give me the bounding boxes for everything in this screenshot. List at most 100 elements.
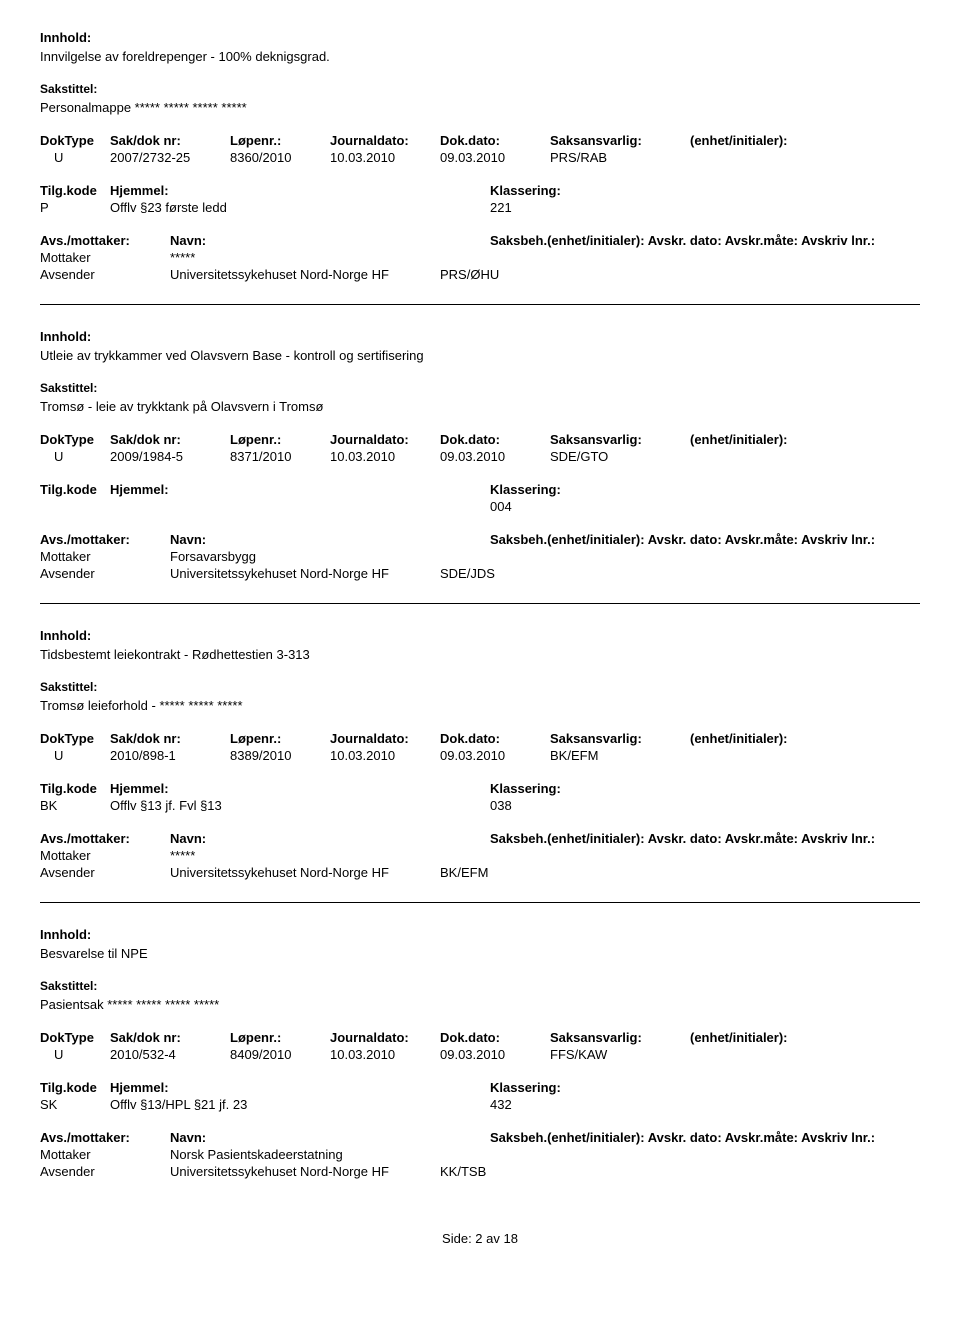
hdr-lopenr: Løpenr.: bbox=[230, 133, 330, 148]
val-klassering: 221 bbox=[490, 200, 690, 215]
hdr-klassering: Klassering: bbox=[490, 183, 690, 198]
hdr-saksansvarlig: Saksansvarlig: bbox=[550, 731, 690, 746]
sakstittel-text: Tromsø - leie av trykktank på Olavsvern … bbox=[40, 399, 920, 414]
hdr-sakdok: Sak/dok nr: bbox=[110, 1030, 230, 1045]
hdr-hjemmel: Hjemmel: bbox=[110, 1080, 490, 1095]
val-enhet bbox=[690, 748, 860, 763]
journal-record: Innhold: Besvarelse til NPE Sakstittel: … bbox=[40, 927, 920, 1201]
hdr-saksbeh: Saksbeh.(enhet/initialer): Avskr. dato: … bbox=[490, 532, 920, 547]
role-mottaker: Mottaker bbox=[40, 549, 170, 564]
mottaker-row: Mottaker Forsavarsbygg bbox=[40, 549, 920, 564]
val-journaldato: 10.03.2010 bbox=[330, 748, 440, 763]
innhold-label: Innhold: bbox=[40, 628, 920, 643]
mottaker-name: Norsk Pasientskadeerstatning bbox=[170, 1147, 490, 1162]
hdr-navn: Navn: bbox=[170, 831, 490, 846]
hdr-hjemmel: Hjemmel: bbox=[110, 183, 490, 198]
hdr-avsmottaker: Avs./mottaker: bbox=[40, 1130, 170, 1145]
val-tilgkode bbox=[40, 499, 110, 514]
journal-record: Innhold: Innvilgelse av foreldrepenger -… bbox=[40, 30, 920, 305]
hdr-tilgkode: Tilg.kode bbox=[40, 1080, 110, 1095]
mottaker-row: Mottaker ***** bbox=[40, 250, 920, 265]
role-avsender: Avsender bbox=[40, 566, 170, 581]
val-hjemmel: Offlv §13/HPL §21 jf. 23 bbox=[110, 1097, 490, 1112]
val-klassering: 004 bbox=[490, 499, 690, 514]
journal-record: Innhold: Utleie av trykkammer ved Olavsv… bbox=[40, 329, 920, 604]
val-lopenr: 8360/2010 bbox=[230, 150, 330, 165]
innhold-text: Innvilgelse av foreldrepenger - 100% dek… bbox=[40, 49, 920, 64]
hdr-journaldato: Journaldato: bbox=[330, 1030, 440, 1045]
avsender-row: Avsender Universitetssykehuset Nord-Norg… bbox=[40, 267, 920, 282]
avs-header-row: Avs./mottaker: Navn: Saksbeh.(enhet/init… bbox=[40, 831, 920, 846]
val-sakdok: 2010/898-1 bbox=[110, 748, 230, 763]
role-mottaker: Mottaker bbox=[40, 1147, 170, 1162]
page-footer: Side: 2 av 18 bbox=[40, 1231, 920, 1246]
innhold-label: Innhold: bbox=[40, 30, 920, 45]
hdr-saksbeh: Saksbeh.(enhet/initialer): Avskr. dato: … bbox=[490, 233, 920, 248]
sakstittel-text: Personalmappe ***** ***** ***** ***** bbox=[40, 100, 920, 115]
avsender-unit: PRS/ØHU bbox=[440, 267, 499, 282]
hdr-saksansvarlig: Saksansvarlig: bbox=[550, 432, 690, 447]
hdr-sakdok: Sak/dok nr: bbox=[110, 133, 230, 148]
val-dokdato: 09.03.2010 bbox=[440, 150, 550, 165]
meta-value-row: U 2010/532-4 8409/2010 10.03.2010 09.03.… bbox=[40, 1047, 920, 1062]
val-sakdok: 2009/1984-5 bbox=[110, 449, 230, 464]
hdr-navn: Navn: bbox=[170, 233, 490, 248]
val-klassering: 432 bbox=[490, 1097, 690, 1112]
role-mottaker: Mottaker bbox=[40, 250, 170, 265]
meta-value-row: U 2007/2732-25 8360/2010 10.03.2010 09.0… bbox=[40, 150, 920, 165]
hdr-saksbeh: Saksbeh.(enhet/initialer): Avskr. dato: … bbox=[490, 831, 920, 846]
hdr-sakdok: Sak/dok nr: bbox=[110, 432, 230, 447]
hdr-klassering: Klassering: bbox=[490, 781, 690, 796]
hdr-doktype: DokType bbox=[40, 133, 110, 148]
val-saksansvarlig: BK/EFM bbox=[550, 748, 690, 763]
hdr-lopenr: Løpenr.: bbox=[230, 1030, 330, 1045]
hdr-dokdato: Dok.dato: bbox=[440, 731, 550, 746]
val-saksansvarlig: SDE/GTO bbox=[550, 449, 690, 464]
hdr-navn: Navn: bbox=[170, 532, 490, 547]
hdr-klassering: Klassering: bbox=[490, 1080, 690, 1095]
meta-value-row: U 2009/1984-5 8371/2010 10.03.2010 09.03… bbox=[40, 449, 920, 464]
hdr-klassering: Klassering: bbox=[490, 482, 690, 497]
hdr-enhet: (enhet/initialer): bbox=[690, 432, 860, 447]
role-mottaker: Mottaker bbox=[40, 848, 170, 863]
tilg-header-row: Tilg.kode Hjemmel: Klassering: bbox=[40, 482, 920, 497]
hdr-enhet: (enhet/initialer): bbox=[690, 133, 860, 148]
innhold-text: Tidsbestemt leiekontrakt - Rødhettestien… bbox=[40, 647, 920, 662]
hdr-avsmottaker: Avs./mottaker: bbox=[40, 831, 170, 846]
sakstittel-label: Sakstittel: bbox=[40, 82, 920, 96]
val-dokdato: 09.03.2010 bbox=[440, 449, 550, 464]
avsender-unit: BK/EFM bbox=[440, 865, 488, 880]
hdr-dokdato: Dok.dato: bbox=[440, 1030, 550, 1045]
avsender-unit: SDE/JDS bbox=[440, 566, 495, 581]
sakstittel-label: Sakstittel: bbox=[40, 680, 920, 694]
mottaker-name: ***** bbox=[170, 848, 490, 863]
avs-header-row: Avs./mottaker: Navn: Saksbeh.(enhet/init… bbox=[40, 532, 920, 547]
tilg-header-row: Tilg.kode Hjemmel: Klassering: bbox=[40, 183, 920, 198]
val-tilgkode: P bbox=[40, 200, 110, 215]
mottaker-name: Forsavarsbygg bbox=[170, 549, 490, 564]
tilg-header-row: Tilg.kode Hjemmel: Klassering: bbox=[40, 781, 920, 796]
hdr-lopenr: Løpenr.: bbox=[230, 432, 330, 447]
hdr-navn: Navn: bbox=[170, 1130, 490, 1145]
avs-header-row: Avs./mottaker: Navn: Saksbeh.(enhet/init… bbox=[40, 1130, 920, 1145]
val-doktype: U bbox=[40, 150, 110, 165]
hdr-tilgkode: Tilg.kode bbox=[40, 482, 110, 497]
meta-header-row: DokType Sak/dok nr: Løpenr.: Journaldato… bbox=[40, 432, 920, 447]
val-sakdok: 2010/532-4 bbox=[110, 1047, 230, 1062]
meta-header-row: DokType Sak/dok nr: Løpenr.: Journaldato… bbox=[40, 133, 920, 148]
hdr-dokdato: Dok.dato: bbox=[440, 133, 550, 148]
hdr-doktype: DokType bbox=[40, 432, 110, 447]
val-hjemmel bbox=[110, 499, 490, 514]
tilg-value-row: SK Offlv §13/HPL §21 jf. 23 432 bbox=[40, 1097, 920, 1112]
hdr-enhet: (enhet/initialer): bbox=[690, 731, 860, 746]
role-avsender: Avsender bbox=[40, 1164, 170, 1179]
avsender-row: Avsender Universitetssykehuset Nord-Norg… bbox=[40, 1164, 920, 1179]
avsender-unit: KK/TSB bbox=[440, 1164, 486, 1179]
innhold-text: Utleie av trykkammer ved Olavsvern Base … bbox=[40, 348, 920, 363]
meta-value-row: U 2010/898-1 8389/2010 10.03.2010 09.03.… bbox=[40, 748, 920, 763]
mottaker-row: Mottaker Norsk Pasientskadeerstatning bbox=[40, 1147, 920, 1162]
avsender-name: Universitetssykehuset Nord-Norge HF bbox=[170, 865, 440, 880]
val-lopenr: 8389/2010 bbox=[230, 748, 330, 763]
val-doktype: U bbox=[40, 1047, 110, 1062]
hdr-enhet: (enhet/initialer): bbox=[690, 1030, 860, 1045]
